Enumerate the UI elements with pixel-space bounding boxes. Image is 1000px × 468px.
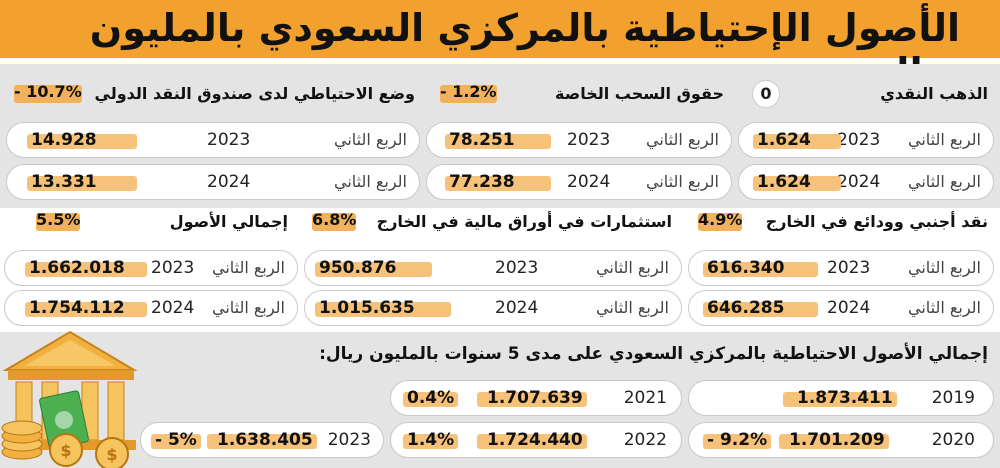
year-label: 2024	[827, 298, 871, 318]
value-label: 1.873.411	[783, 388, 897, 408]
svg-text:$: $	[60, 441, 71, 460]
imf-2024-pill: الربع الثاني 2024 13.331	[6, 164, 420, 200]
imf-change: - 10.7%	[14, 82, 82, 103]
value-label: 1.624	[753, 172, 841, 192]
value-label: 646.285	[703, 298, 819, 318]
value-label: 13.331	[27, 172, 137, 192]
total-2023-pill: الربع الثاني 2023 1.662.018	[4, 250, 298, 286]
value-label: 77.238	[445, 172, 551, 192]
year-label: 2023	[207, 130, 251, 150]
quarter-label: الربع الثاني	[907, 172, 981, 191]
quarter-label: الربع الثاني	[211, 258, 285, 277]
year-2023-pill: 2023 1.638.405 - 5%	[140, 422, 384, 458]
total-change: 5.5%	[36, 210, 81, 231]
value-label: 616.340	[703, 258, 819, 278]
change-label: 1.4%	[403, 430, 459, 450]
quarter-label: الربع الثاني	[645, 172, 719, 191]
year-label: 2022	[623, 430, 667, 450]
imf-label: وضع الاحتياطي لدى صندوق النقد الدولي	[94, 84, 416, 103]
quarter-label: الربع الثاني	[907, 298, 981, 317]
year-label: 2023	[567, 130, 611, 150]
year-label: 2023	[837, 130, 881, 150]
value-label: 78.251	[445, 130, 551, 150]
title-bar: الأصول الإحتياطية بالمركزي السعودي بالمل…	[0, 0, 1000, 94]
value-label: 1.624	[753, 130, 841, 150]
total-label: إجمالي الأصول	[169, 212, 288, 231]
year-label: 2023	[327, 430, 371, 450]
year-label: 2023	[827, 258, 871, 278]
change-label: 0.4%	[403, 388, 459, 408]
quarter-label: الربع الثاني	[333, 172, 407, 191]
value-label: 1.662.018	[25, 258, 147, 278]
year-2021-pill: 2021 1.707.639 0.4%	[390, 380, 682, 416]
quarter-label: الربع الثاني	[211, 298, 285, 317]
securities-2023-pill: الربع الثاني 2023 950.876	[304, 250, 682, 286]
change-label: - 9.2%	[703, 430, 772, 450]
total-2024-pill: الربع الثاني 2024 1.754.112	[4, 290, 298, 326]
securities-2024-pill: الربع الثاني 2024 1.015.635	[304, 290, 682, 326]
year-label: 2024	[207, 172, 251, 192]
year-label: 2020	[931, 430, 975, 450]
fx-change: 4.9%	[698, 210, 743, 231]
sdr-2023-pill: الربع الثاني 2023 78.251	[426, 122, 732, 158]
year-label: 2024	[837, 172, 881, 192]
year-label: 2021	[623, 388, 667, 408]
fx-2024-pill: الربع الثاني 2024 646.285	[688, 290, 994, 326]
quarter-label: الربع الثاني	[333, 130, 407, 149]
value-label: 1.724.440	[477, 430, 587, 450]
change-label: - 5%	[151, 430, 201, 450]
year-label: 2023	[151, 258, 195, 278]
quarter-label: الربع الثاني	[645, 130, 719, 149]
year-2022-pill: 2022 1.724.440 1.4%	[390, 422, 682, 458]
year-label: 2024	[567, 172, 611, 192]
quarter-label: الربع الثاني	[907, 130, 981, 149]
value-label: 1.754.112	[25, 298, 147, 318]
value-label: 950.876	[315, 258, 433, 278]
quarter-label: الربع الثاني	[595, 298, 669, 317]
value-label: 14.928	[27, 130, 137, 150]
quarter-label: الربع الثاني	[595, 258, 669, 277]
securities-label: استثمارات في أوراق مالية في الخارج	[376, 212, 672, 231]
fx-2023-pill: الربع الثاني 2023 616.340	[688, 250, 994, 286]
gold-2023-pill: الربع الثاني 2023 1.624	[738, 122, 994, 158]
year-label: 2023	[495, 258, 539, 278]
fx-label: نقد أجنبي وودائع في الخارج	[765, 212, 988, 231]
year-label: 2024	[151, 298, 195, 318]
sdr-2024-pill: الربع الثاني 2024 77.238	[426, 164, 732, 200]
sdr-change: - 1.2%	[440, 82, 497, 103]
value-label: 1.638.405	[207, 430, 317, 450]
value-label: 1.707.639	[477, 388, 587, 408]
imf-2023-pill: الربع الثاني 2023 14.928	[6, 122, 420, 158]
gold-2024-pill: الربع الثاني 2024 1.624	[738, 164, 994, 200]
gold-change: 0	[752, 80, 780, 108]
value-label: 1.701.209	[779, 430, 889, 450]
year-label: 2024	[495, 298, 539, 318]
year-2020-pill: 2020 1.701.209 - 9.2%	[688, 422, 994, 458]
quarter-label: الربع الثاني	[907, 258, 981, 277]
five-year-title: إجمالي الأصول الاحتياطية بالمركزي السعود…	[319, 344, 988, 364]
year-label: 2019	[931, 388, 975, 408]
sdr-label: حقوق السحب الخاصة	[555, 84, 724, 103]
value-label: 1.015.635	[315, 298, 451, 318]
svg-text:$: $	[106, 445, 117, 464]
year-2019-pill: 2019 1.873.411	[688, 380, 994, 416]
gold-label: الذهب النقدي	[880, 84, 988, 103]
bank-coins-icon: $ $	[0, 328, 140, 468]
securities-change: 6.8%	[312, 210, 357, 231]
